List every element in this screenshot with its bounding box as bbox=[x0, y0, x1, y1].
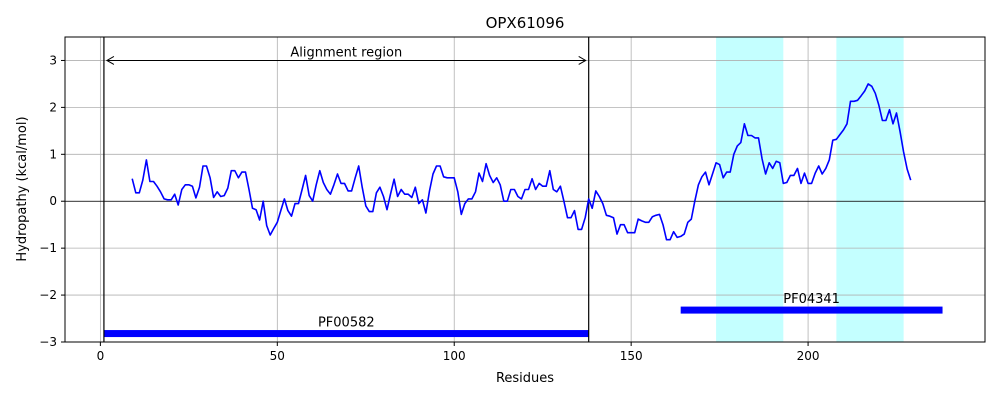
domain-bar-pf04341 bbox=[680, 306, 943, 314]
y-tick-label: 2 bbox=[49, 100, 57, 114]
hydropathy-series-line bbox=[131, 83, 912, 241]
domain-bars: PF00582 PF04341 bbox=[103, 292, 943, 338]
y-tick-label: 0 bbox=[49, 194, 57, 208]
plot-frame bbox=[64, 36, 986, 343]
y-tick-label: −2 bbox=[39, 288, 57, 302]
domain-bar-pf00582 bbox=[103, 330, 589, 338]
x-tick-label: 50 bbox=[270, 349, 285, 363]
axis-ticks: 0 50 100 150 200 −3 −2 −1 0 1 2 3 bbox=[39, 53, 819, 363]
y-axis-label: Hydropathy (kcal/mol) bbox=[15, 116, 30, 261]
x-tick-label: 100 bbox=[443, 349, 466, 363]
y-tick-label: 3 bbox=[49, 53, 57, 67]
y-tick-label: −3 bbox=[39, 335, 57, 349]
series bbox=[131, 83, 912, 241]
y-tick-label: −1 bbox=[39, 241, 57, 255]
alignment-region: Alignment region bbox=[103, 37, 590, 342]
alignment-arrow-right-head bbox=[578, 56, 587, 65]
x-axis-label: Residues bbox=[496, 371, 554, 386]
x-tick-label: 200 bbox=[797, 349, 820, 363]
y-tick-label: 1 bbox=[49, 147, 57, 161]
highlight-region-1 bbox=[716, 37, 784, 342]
chart-title: OPX61096 bbox=[486, 14, 565, 32]
domain-label-pf00582: PF00582 bbox=[318, 316, 375, 331]
alignment-region-label: Alignment region bbox=[290, 45, 402, 60]
domain-label-pf04341: PF04341 bbox=[783, 292, 840, 307]
highlight-regions bbox=[716, 37, 904, 342]
alignment-arrow-left-head bbox=[105, 56, 115, 65]
x-tick-label: 150 bbox=[620, 349, 643, 363]
x-tick-label: 0 bbox=[97, 349, 105, 363]
highlight-region-2 bbox=[836, 37, 904, 342]
